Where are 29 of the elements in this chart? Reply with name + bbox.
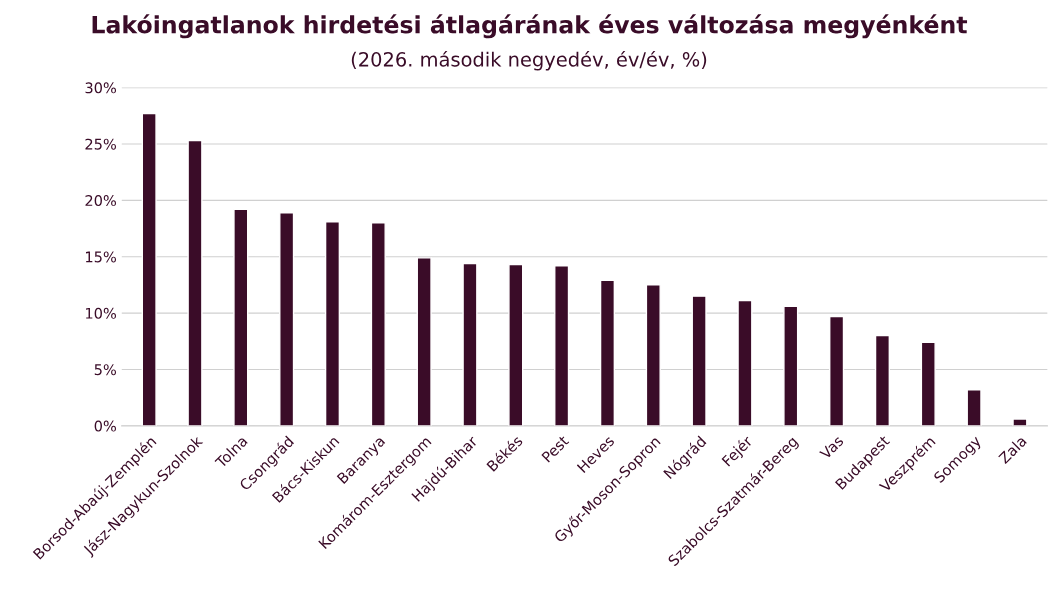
y-tick-label: 30% (85, 82, 116, 94)
bar (829, 315, 845, 426)
bar (187, 139, 203, 426)
bar (966, 389, 982, 426)
bar (233, 208, 249, 426)
chart-title: Lakóingatlanok hirdetési átlagárának éves változása megyénként (92, 14, 968, 39)
bar (1012, 418, 1028, 426)
y-tick-label: 20% (85, 195, 116, 207)
bar (462, 262, 478, 426)
chart-subtitle: (2026. második negyedév, év/év, %) (351, 50, 707, 71)
bar (645, 284, 661, 426)
bar (141, 112, 157, 426)
bar (279, 212, 295, 426)
bar (599, 279, 616, 426)
y-tick-label: 15% (86, 251, 116, 263)
bar (691, 295, 707, 426)
bar (554, 265, 570, 426)
bar (370, 222, 386, 426)
bar (783, 305, 799, 426)
y-tick-label: 5% (94, 364, 116, 376)
y-tick-label: 25% (85, 138, 116, 150)
y-tick-label: 0% (94, 420, 116, 432)
bar (920, 341, 936, 426)
bar (737, 299, 753, 426)
bar (416, 257, 432, 426)
bar (508, 263, 524, 426)
y-tick-label: 10% (86, 307, 116, 319)
bar (324, 221, 341, 426)
bar (874, 334, 891, 426)
